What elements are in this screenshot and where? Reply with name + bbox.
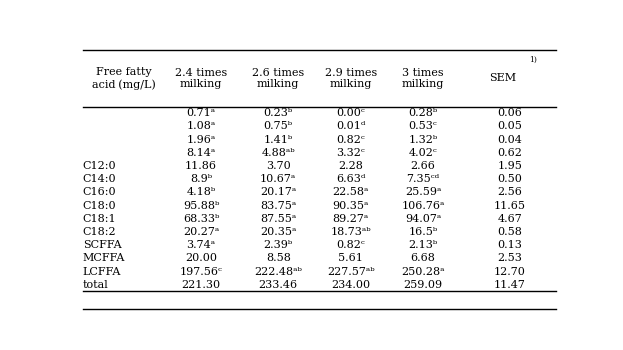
Text: 0.58: 0.58 — [498, 227, 523, 237]
Text: 68.33ᵇ: 68.33ᵇ — [183, 214, 219, 224]
Text: 0.82ᶜ: 0.82ᶜ — [336, 135, 365, 145]
Text: 1.32ᵇ: 1.32ᵇ — [409, 135, 438, 145]
Text: 0.04: 0.04 — [498, 135, 523, 145]
Text: 90.35ᵃ: 90.35ᵃ — [333, 201, 369, 211]
Text: 2.9 times
milking: 2.9 times milking — [325, 68, 377, 89]
Text: 1.41ᵇ: 1.41ᵇ — [264, 135, 293, 145]
Text: 18.73ᵃᵇ: 18.73ᵃᵇ — [330, 227, 371, 237]
Text: 6.63ᵈ: 6.63ᵈ — [336, 174, 365, 184]
Text: 221.30: 221.30 — [181, 280, 221, 290]
Text: 0.13: 0.13 — [498, 240, 523, 250]
Text: 233.46: 233.46 — [259, 280, 298, 290]
Text: 89.27ᵃ: 89.27ᵃ — [333, 214, 369, 224]
Text: C12:0: C12:0 — [83, 161, 117, 171]
Text: 2.56: 2.56 — [498, 187, 523, 197]
Text: 259.09: 259.09 — [404, 280, 443, 290]
Text: 4.02ᶜ: 4.02ᶜ — [409, 148, 437, 158]
Text: 7.35ᶜᵈ: 7.35ᶜᵈ — [407, 174, 440, 184]
Text: 10.67ᵃ: 10.67ᵃ — [260, 174, 297, 184]
Text: 250.28ᵃ: 250.28ᵃ — [401, 266, 445, 277]
Text: 2.53: 2.53 — [498, 253, 523, 263]
Text: 4.18ᵇ: 4.18ᵇ — [186, 187, 216, 197]
Text: 234.00: 234.00 — [331, 280, 370, 290]
Text: 25.59ᵃ: 25.59ᵃ — [405, 187, 441, 197]
Text: 11.65: 11.65 — [494, 201, 526, 211]
Text: 1.08ᵃ: 1.08ᵃ — [186, 121, 216, 132]
Text: 0.53ᶜ: 0.53ᶜ — [409, 121, 437, 132]
Text: 12.70: 12.70 — [494, 266, 526, 277]
Text: 95.88ᵇ: 95.88ᵇ — [183, 201, 219, 211]
Text: 4.88ᵃᵇ: 4.88ᵃᵇ — [262, 148, 295, 158]
Text: 6.68: 6.68 — [411, 253, 435, 263]
Text: 2.28: 2.28 — [338, 161, 363, 171]
Text: MCFFA: MCFFA — [83, 253, 125, 263]
Text: 3.70: 3.70 — [266, 161, 290, 171]
Text: 8.14ᵃ: 8.14ᵃ — [186, 148, 216, 158]
Text: 0.05: 0.05 — [498, 121, 523, 132]
Text: 2.13ᵇ: 2.13ᵇ — [409, 240, 438, 250]
Text: 20.27ᵃ: 20.27ᵃ — [183, 227, 219, 237]
Text: 4.67: 4.67 — [498, 214, 522, 224]
Text: C16:0: C16:0 — [83, 187, 117, 197]
Text: 8.58: 8.58 — [266, 253, 291, 263]
Text: 0.01ᵈ: 0.01ᵈ — [336, 121, 365, 132]
Text: 0.82ᶜ: 0.82ᶜ — [336, 240, 365, 250]
Text: 1): 1) — [530, 56, 537, 63]
Text: 94.07ᵃ: 94.07ᵃ — [405, 214, 441, 224]
Text: 20.35ᵃ: 20.35ᵃ — [260, 227, 297, 237]
Text: 22.58ᵃ: 22.58ᵃ — [333, 187, 369, 197]
Text: 8.9ᵇ: 8.9ᵇ — [190, 174, 212, 184]
Text: 2.4 times
milking: 2.4 times milking — [175, 68, 227, 89]
Text: 83.75ᵃ: 83.75ᵃ — [260, 201, 297, 211]
Text: SCFFA: SCFFA — [83, 240, 121, 250]
Text: 0.06: 0.06 — [498, 108, 523, 118]
Text: 222.48ᵃᵇ: 222.48ᵃᵇ — [254, 266, 302, 277]
Text: C18:0: C18:0 — [83, 201, 117, 211]
Text: Free fatty
acid (mg/L): Free fatty acid (mg/L) — [92, 67, 156, 90]
Text: C14:0: C14:0 — [83, 174, 117, 184]
Text: SEM: SEM — [489, 74, 516, 83]
Text: 87.55ᵃ: 87.55ᵃ — [260, 214, 297, 224]
Text: 0.28ᵇ: 0.28ᵇ — [409, 108, 438, 118]
Text: 1.95: 1.95 — [498, 161, 523, 171]
Text: 1.96ᵃ: 1.96ᵃ — [186, 135, 216, 145]
Text: total: total — [83, 280, 108, 290]
Text: 20.17ᵃ: 20.17ᵃ — [260, 187, 297, 197]
Text: 3.32ᶜ: 3.32ᶜ — [336, 148, 365, 158]
Text: 197.56ᶜ: 197.56ᶜ — [179, 266, 222, 277]
Text: C18:1: C18:1 — [83, 214, 117, 224]
Text: 5.61: 5.61 — [338, 253, 363, 263]
Text: C18:2: C18:2 — [83, 227, 117, 237]
Text: 227.57ᵃᵇ: 227.57ᵃᵇ — [327, 266, 374, 277]
Text: 0.50: 0.50 — [498, 174, 523, 184]
Text: 2.39ᵇ: 2.39ᵇ — [264, 240, 293, 250]
Text: 20.00: 20.00 — [185, 253, 217, 263]
Text: 0.62: 0.62 — [498, 148, 523, 158]
Text: 106.76ᵃ: 106.76ᵃ — [401, 201, 445, 211]
Text: LCFFA: LCFFA — [83, 266, 121, 277]
Text: 2.6 times
milking: 2.6 times milking — [252, 68, 305, 89]
Text: 11.86: 11.86 — [185, 161, 217, 171]
Text: 0.71ᵃ: 0.71ᵃ — [186, 108, 216, 118]
Text: 11.47: 11.47 — [494, 280, 526, 290]
Text: 16.5ᵇ: 16.5ᵇ — [409, 227, 438, 237]
Text: 0.75ᵇ: 0.75ᵇ — [264, 121, 293, 132]
Text: 2.66: 2.66 — [411, 161, 435, 171]
Text: 0.00ᶜ: 0.00ᶜ — [336, 108, 365, 118]
Text: 3 times
milking: 3 times milking — [402, 68, 444, 89]
Text: 0.23ᵇ: 0.23ᵇ — [264, 108, 293, 118]
Text: 3.74ᵃ: 3.74ᵃ — [186, 240, 216, 250]
